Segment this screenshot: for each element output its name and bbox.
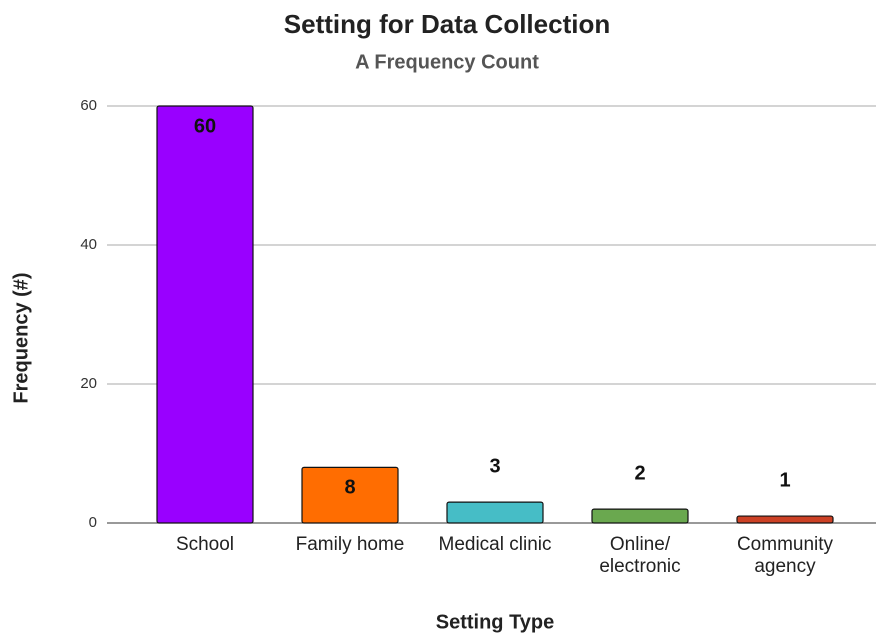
- bar: [446, 501, 544, 524]
- data-label: 2: [634, 462, 645, 484]
- x-axis-title: Setting Type: [436, 611, 555, 633]
- bar: [591, 508, 689, 524]
- y-tick-label: 20: [80, 375, 97, 392]
- chart-title: Setting for Data Collection: [284, 9, 610, 39]
- y-axis-title: Frequency (#): [10, 272, 32, 403]
- data-label: 8: [344, 477, 355, 499]
- y-tick-label: 60: [80, 97, 97, 114]
- y-tick-label: 40: [80, 236, 97, 253]
- y-tick-label: 0: [89, 514, 97, 531]
- data-label: 1: [779, 469, 790, 491]
- bar: [736, 515, 834, 524]
- x-tick-label: Community agency: [736, 534, 834, 577]
- data-label: 3: [489, 455, 500, 477]
- chart-subtitle: A Frequency Count: [355, 51, 539, 73]
- x-tick-label: Family home: [295, 534, 405, 555]
- x-tick-label: Medical clinic: [438, 534, 552, 555]
- data-label: 60: [194, 115, 216, 137]
- x-tick-label: School: [175, 534, 235, 555]
- bar: [301, 466, 399, 524]
- x-tick-label: Online/ electronic: [599, 534, 681, 577]
- bar: [156, 105, 254, 524]
